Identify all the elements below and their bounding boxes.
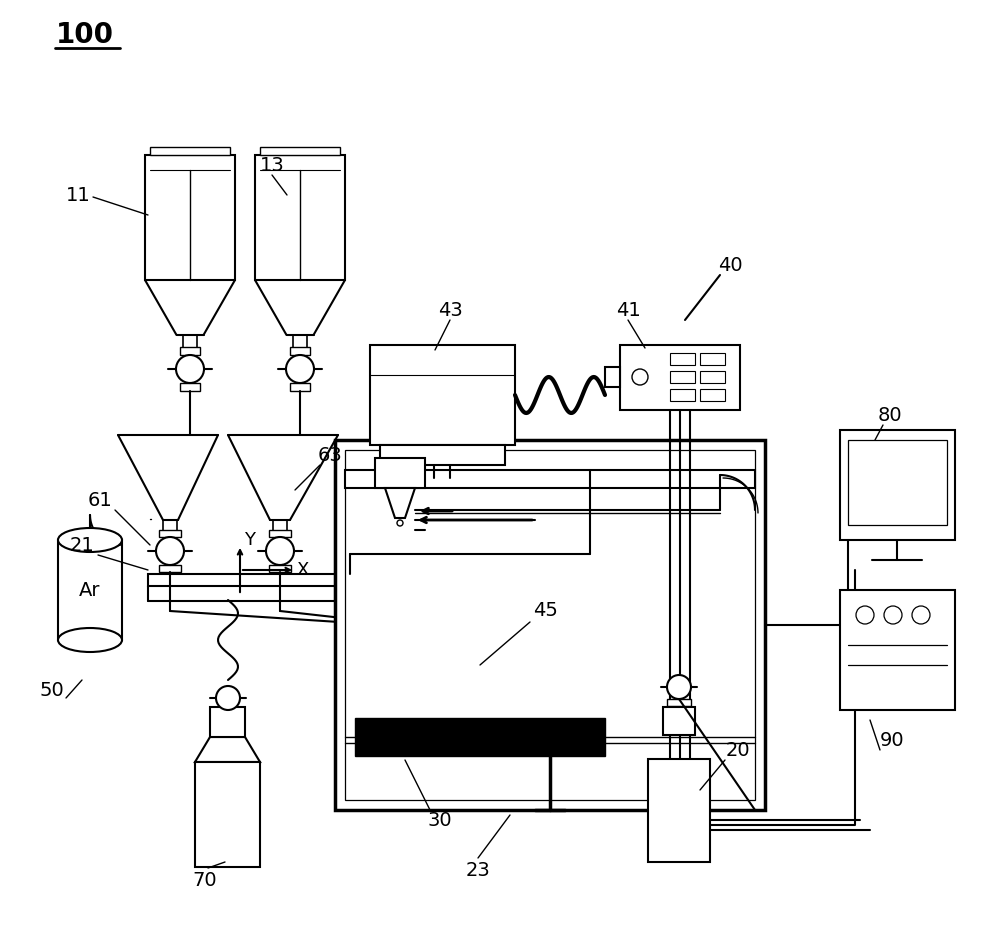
Text: 63: 63 bbox=[318, 445, 342, 465]
Bar bbox=[670, 371, 695, 383]
Bar bbox=[58, 540, 122, 640]
Text: 90: 90 bbox=[880, 731, 904, 749]
Circle shape bbox=[266, 537, 294, 565]
Text: 13: 13 bbox=[260, 156, 284, 175]
Text: 80: 80 bbox=[878, 406, 902, 424]
Bar bbox=[290, 347, 310, 355]
Bar bbox=[269, 565, 291, 572]
Bar bbox=[345, 450, 755, 800]
Bar bbox=[159, 565, 181, 572]
Ellipse shape bbox=[58, 628, 122, 652]
Bar bbox=[180, 383, 200, 391]
Bar bbox=[216, 710, 240, 717]
Bar bbox=[370, 345, 515, 445]
Bar bbox=[840, 430, 955, 540]
Text: 40: 40 bbox=[718, 255, 742, 274]
Circle shape bbox=[216, 686, 240, 710]
Bar bbox=[375, 458, 425, 488]
Circle shape bbox=[884, 606, 902, 624]
Bar bbox=[840, 590, 955, 710]
Polygon shape bbox=[195, 737, 260, 762]
Circle shape bbox=[632, 369, 648, 385]
Circle shape bbox=[667, 675, 691, 699]
Text: 50: 50 bbox=[40, 681, 64, 700]
Text: 23: 23 bbox=[466, 860, 490, 880]
Bar bbox=[700, 353, 725, 365]
Text: 41: 41 bbox=[616, 300, 640, 319]
Text: 70: 70 bbox=[193, 870, 217, 889]
Bar bbox=[148, 574, 350, 586]
Text: X: X bbox=[297, 561, 309, 579]
Bar bbox=[670, 389, 695, 401]
Ellipse shape bbox=[58, 528, 122, 552]
Bar bbox=[290, 383, 310, 391]
Text: Ar: Ar bbox=[79, 580, 101, 599]
Circle shape bbox=[856, 606, 874, 624]
Bar bbox=[180, 347, 200, 355]
Bar bbox=[605, 367, 620, 387]
Bar bbox=[670, 353, 695, 365]
Bar bbox=[648, 759, 710, 862]
Bar bbox=[345, 470, 755, 488]
Bar bbox=[620, 345, 740, 410]
Polygon shape bbox=[648, 735, 710, 759]
Circle shape bbox=[397, 520, 403, 526]
Text: 45: 45 bbox=[533, 601, 557, 620]
Text: 30: 30 bbox=[428, 810, 452, 829]
Text: 21: 21 bbox=[70, 535, 94, 555]
Bar bbox=[663, 707, 695, 735]
Circle shape bbox=[286, 355, 314, 383]
Bar bbox=[159, 530, 181, 537]
Bar bbox=[380, 445, 505, 465]
Bar bbox=[848, 440, 947, 525]
Text: 11: 11 bbox=[66, 186, 90, 205]
Text: 61: 61 bbox=[88, 490, 112, 510]
Text: 43: 43 bbox=[438, 300, 462, 319]
Bar bbox=[260, 147, 340, 155]
Circle shape bbox=[176, 355, 204, 383]
Bar bbox=[355, 718, 605, 756]
Bar bbox=[195, 762, 260, 867]
Bar bbox=[335, 440, 765, 810]
Bar bbox=[700, 389, 725, 401]
Bar bbox=[667, 699, 691, 706]
Text: 100: 100 bbox=[56, 21, 114, 49]
Polygon shape bbox=[385, 488, 415, 518]
Bar bbox=[150, 147, 230, 155]
Bar bbox=[269, 530, 291, 537]
Circle shape bbox=[912, 606, 930, 624]
Circle shape bbox=[156, 537, 184, 565]
Text: Y: Y bbox=[245, 531, 256, 549]
Bar bbox=[210, 707, 245, 737]
Bar bbox=[145, 155, 235, 280]
Bar bbox=[255, 155, 345, 280]
Bar bbox=[700, 371, 725, 383]
Text: 20: 20 bbox=[726, 741, 750, 760]
